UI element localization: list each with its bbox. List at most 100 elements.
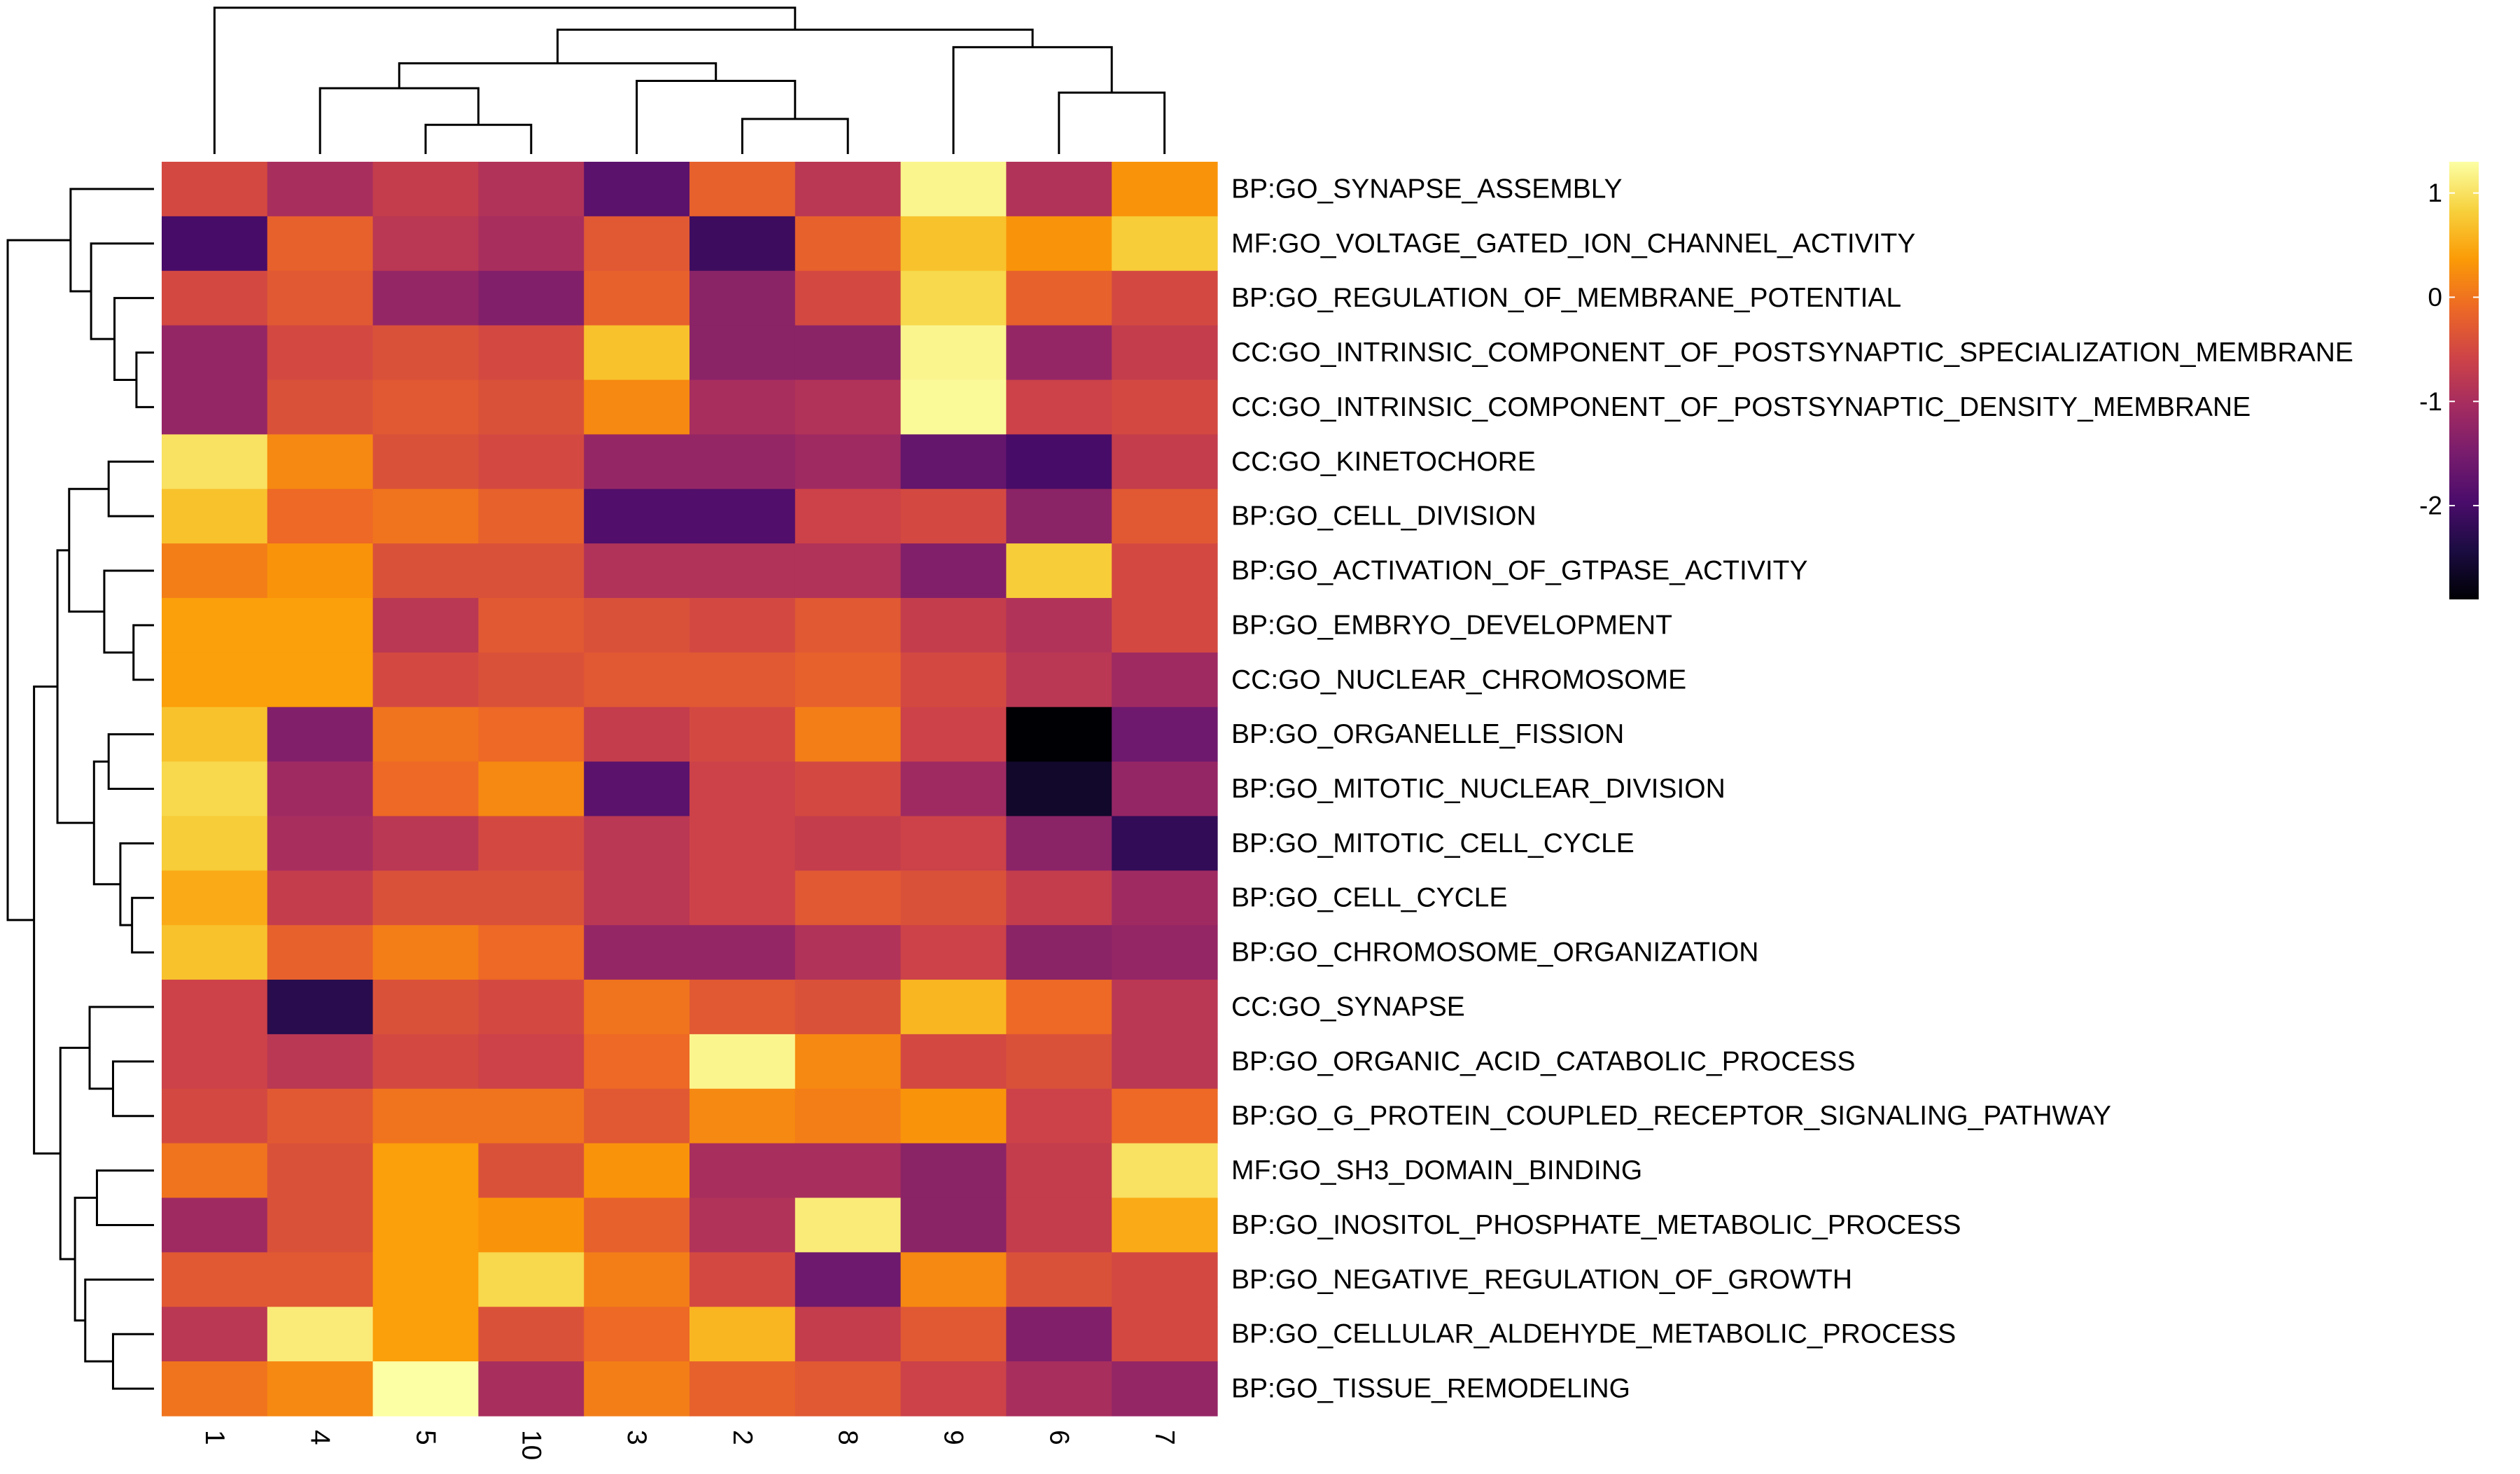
heatmap-cell [1112,761,1218,817]
heatmap-cell [794,761,902,817]
heatmap-cell [1006,925,1112,980]
heatmap-cell [372,434,479,489]
row-label: CC:GO_INTRINSIC_COMPONENT_OF_POSTSYNAPTI… [1231,338,2353,368]
heatmap-cell [372,1197,479,1253]
row-label: BP:GO_CELL_CYCLE [1231,883,1508,913]
heatmap-cell [162,1088,268,1144]
heatmap-cell [267,270,374,326]
heatmap-cell [162,980,268,1035]
heatmap-cell [794,270,902,326]
heatmap-cell [478,1361,584,1417]
dendrogram-branch [92,760,120,886]
heatmap-cell [162,162,268,217]
dendrogram-branch [424,123,533,154]
heatmap-cell [372,543,479,599]
heatmap-cell [1006,816,1112,871]
dendrogram-branch [107,460,154,517]
heatmap-cell [900,1361,1007,1417]
dendrogram-branch [88,1006,154,1090]
heatmap-cell [162,543,268,599]
heatmap-cell [162,870,268,926]
row-label: BP:GO_ORGANIC_ACID_CATABOLIC_PROCESS [1231,1046,1855,1076]
column-dendrogram [213,6,1166,154]
row-label: BP:GO_REGULATION_OF_MEMBRANE_POTENTIAL [1231,283,1901,313]
heatmap-cell [584,543,690,599]
heatmap-cell [162,707,268,763]
heatmap-cell [584,1034,690,1090]
heatmap-cell [478,543,584,599]
heatmap-cell [162,597,268,653]
heatmap-cell [584,707,690,763]
heatmap-cell [1112,870,1218,926]
heatmap-cell [478,434,584,489]
heatmap-cell [372,489,479,544]
heatmap-cell [690,597,796,653]
heatmap-cell [162,1252,268,1307]
heatmap-cell [478,1143,584,1199]
heatmap-cell [478,380,584,435]
heatmap-cell [162,652,268,708]
heatmap-cell [794,1361,902,1417]
heatmap-cell [1112,816,1218,871]
heatmap-cell [1112,434,1218,489]
heatmap-cell [372,1143,479,1199]
row-label: BP:GO_MITOTIC_CELL_CYCLE [1231,828,1634,858]
dendrogram-branch [131,896,154,954]
heatmap-cell [1006,434,1112,489]
heatmap-cell [1112,597,1218,653]
dendrogram-branch [68,487,109,613]
heatmap-cell [478,270,584,326]
heatmap-cell [478,707,584,763]
heatmap-cell [794,380,902,435]
row-label: CC:GO_INTRINSIC_COMPONENT_OF_POSTSYNAPTI… [1231,392,2250,422]
heatmap-cell [478,216,584,272]
heatmap-cell [162,816,268,871]
heatmap-cell [267,925,374,980]
column-label: 8 [833,1430,863,1445]
heatmap-cell [794,870,902,926]
heatmap-cell [478,162,584,217]
row-label: CC:GO_KINETOCHORE [1231,447,1536,477]
column-label: 6 [1044,1430,1074,1445]
legend-tick-label: 1 [2428,179,2442,207]
heatmap-cell [690,1034,796,1090]
heatmap-cell [900,816,1007,871]
heatmap-cell [372,380,479,435]
heatmap-cell [1112,980,1218,1035]
heatmap-cell [900,543,1007,599]
heatmap-cell [584,489,690,544]
column-label: 5 [411,1430,441,1445]
heatmap-cell [162,1034,268,1090]
heatmap-cell [478,489,584,544]
heatmap-cell [267,489,374,544]
dendrogram-branch [90,242,154,340]
legend-colorbar [2449,162,2479,599]
heatmap-cell [162,216,268,272]
heatmap-cell [372,216,479,272]
heatmap-cell [478,1197,584,1253]
heatmap-cell [372,925,479,980]
column-label: 4 [305,1430,335,1445]
heatmap-cell [584,434,690,489]
heatmap-cell [1112,1034,1218,1090]
row-label: BP:GO_INOSITOL_PHOSPHATE_METABOLIC_PROCE… [1231,1210,1961,1240]
dendrogram-branch [95,1169,154,1226]
heatmap-cell [794,1252,902,1307]
heatmap-cell [794,707,902,763]
heatmap-cell [1112,543,1218,599]
heatmap-cell [584,380,690,435]
heatmap-cell [1112,1307,1218,1362]
legend-tick-label: -1 [2419,387,2442,416]
heatmap-cell [690,216,796,272]
heatmap-cell [1006,1034,1112,1090]
heatmap-cell [900,1197,1007,1253]
row-label: BP:GO_CHROMOSOME_ORGANIZATION [1231,938,1758,968]
heatmap-cell [900,380,1007,435]
heatmap-cell [900,761,1007,817]
heatmap-cell [162,761,268,817]
heatmap-cell [1112,270,1218,326]
heatmap-cell [690,652,796,708]
heatmap-cell [794,597,902,653]
heatmap-cell [690,1252,796,1307]
